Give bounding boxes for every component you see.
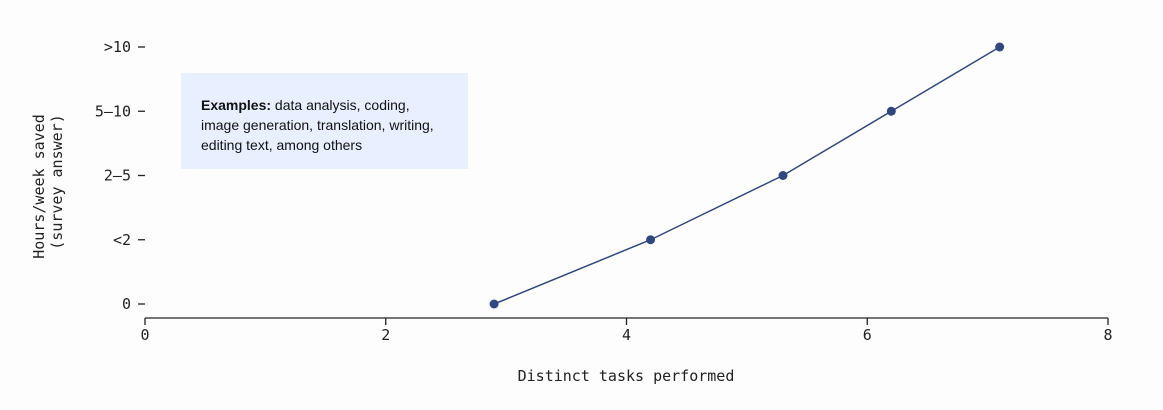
x-tick-label: 4 xyxy=(622,326,631,344)
x-tick-label: 6 xyxy=(863,326,872,344)
x-axis-ticks: 0 2 4 6 8 xyxy=(140,318,1113,344)
data-point xyxy=(489,299,499,309)
data-point xyxy=(778,171,788,180)
y-tick-label: 2–5 xyxy=(104,167,131,185)
examples-annotation: Examples: data analysis, coding, image g… xyxy=(181,73,468,169)
data-point xyxy=(646,235,656,245)
x-tick-label: 8 xyxy=(1103,326,1112,344)
x-axis-title: Distinct tasks performed xyxy=(518,367,735,385)
data-point xyxy=(995,42,1005,52)
y-tick-label: 5–10 xyxy=(95,102,131,120)
x-tick-label: 0 xyxy=(140,326,149,344)
y-axis-ticks: 0 <2 2–5 5–10 >10 xyxy=(95,38,145,313)
annotation-bold-label: Examples: xyxy=(201,97,272,113)
annotation-text: data analysis, coding, image generation,… xyxy=(201,97,434,153)
y-tick-label: <2 xyxy=(113,231,131,249)
series-line xyxy=(493,46,1001,305)
y-axis-title-line-2: (survey answer) xyxy=(48,114,66,249)
y-tick-label: 0 xyxy=(122,295,131,313)
y-axis-title: Hours/week saved (survey answer) xyxy=(30,105,66,259)
y-tick-label: >10 xyxy=(104,38,131,56)
data-point xyxy=(886,106,896,116)
x-tick-label: 2 xyxy=(381,326,390,344)
y-axis-title-line-1: Hours/week saved xyxy=(30,114,48,259)
series-group xyxy=(489,42,1005,309)
